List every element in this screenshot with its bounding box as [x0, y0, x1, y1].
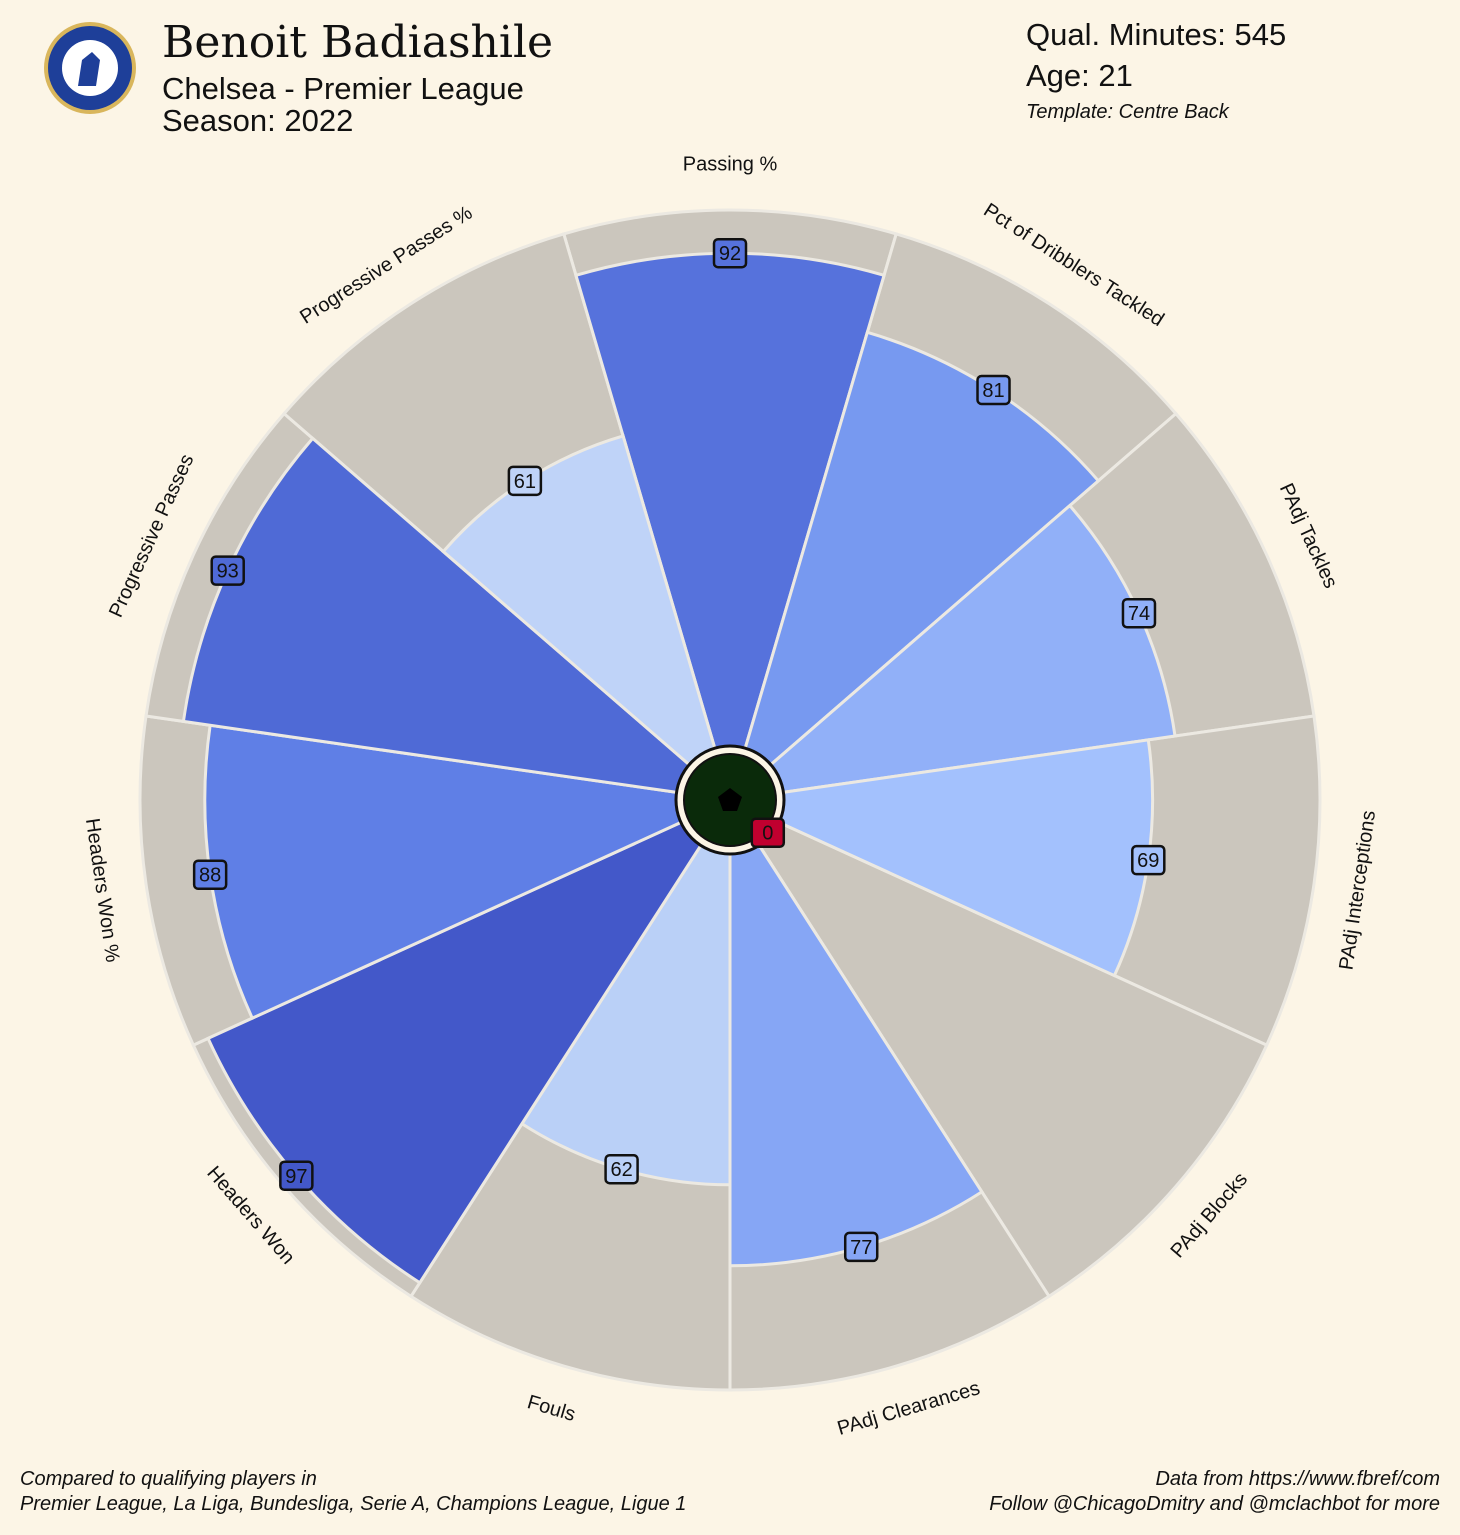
footer-source: Follow @ChicagoDmitry and @mclachbot for…	[989, 1493, 1440, 1515]
value-label-box	[976, 374, 1011, 406]
value-labels: 92 81 74 69 0 77 62 97 88 93 61	[192, 237, 1166, 1263]
value-label-box	[604, 1153, 639, 1185]
value-label: 0	[762, 823, 773, 845]
club-logo	[44, 22, 136, 114]
value-label-box	[1131, 844, 1166, 876]
value-label-box	[712, 237, 748, 269]
value-label: 61	[514, 471, 536, 493]
value-label-box	[192, 859, 228, 890]
value-label: 81	[982, 380, 1004, 402]
minutes: Qual. Minutes: 545	[1026, 17, 1286, 52]
value-label: 62	[610, 1159, 632, 1181]
value-label: 74	[1128, 603, 1150, 625]
category-label: Passing %	[683, 153, 778, 175]
value-label-box	[210, 555, 245, 586]
value-label-box	[750, 817, 786, 848]
footer-note: Compared to qualifying players in	[20, 1468, 317, 1490]
value-label: 77	[850, 1237, 872, 1259]
season: Season: 2022	[162, 103, 353, 138]
value-label: 92	[719, 243, 741, 265]
footer-note: Premier League, La Liga, Bundesliga, Ser…	[20, 1493, 686, 1515]
value-label: 69	[1137, 850, 1159, 872]
value-label: 97	[285, 1166, 307, 1188]
value-label-box	[1121, 597, 1157, 629]
value-label-box	[843, 1231, 879, 1263]
age: Age: 21	[1026, 58, 1133, 93]
value-label-box	[279, 1160, 314, 1192]
footer-source: Data from https://www.fbref/com	[1155, 1468, 1440, 1490]
value-label: 93	[217, 561, 239, 583]
value-label: 88	[199, 865, 221, 887]
template: Template: Centre Back	[1026, 101, 1230, 123]
value-label-box	[507, 465, 543, 497]
subtitle: Chelsea - Premier League	[162, 71, 524, 106]
title: Benoit Badiashile	[162, 17, 553, 68]
